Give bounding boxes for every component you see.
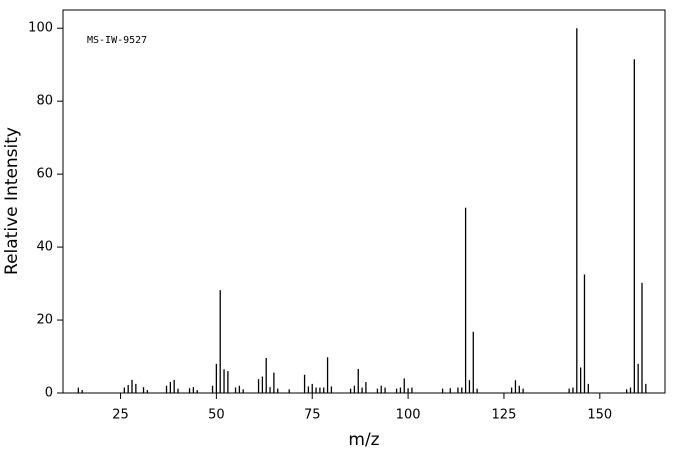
y-axis-label: Relative Intensity [2,127,22,275]
plot-frame [62,9,666,394]
x-tick-label: 50 [208,408,225,423]
x-tick-label: 100 [396,408,421,423]
y-tick-label: 100 [28,21,53,36]
x-tick-label: 25 [112,408,129,423]
x-axis-label: m/z [348,430,379,450]
x-tick-label: 150 [587,408,612,423]
annotation: MS-IW-9527 [87,35,147,46]
y-tick-label: 20 [36,313,53,328]
y-tick-label: 40 [36,240,53,255]
y-tick-label: 60 [36,167,53,182]
x-tick-label: 125 [492,408,517,423]
x-tick-label: 75 [304,408,321,423]
y-tick-label: 0 [45,386,53,401]
y-tick-label: 80 [36,94,53,109]
